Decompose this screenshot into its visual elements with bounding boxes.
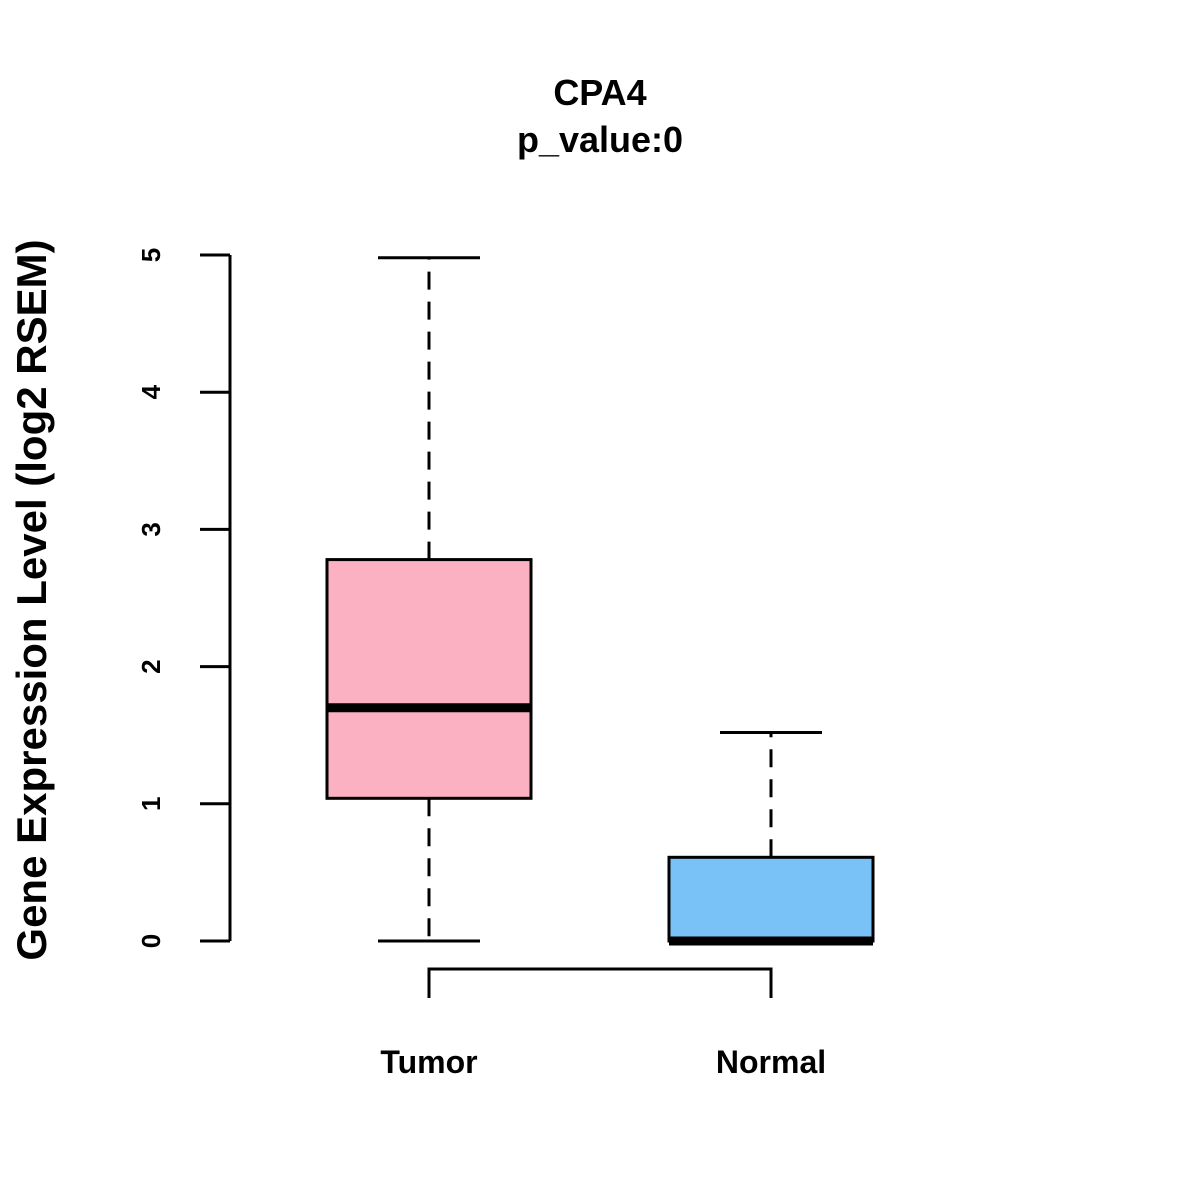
box-normal <box>667 730 875 946</box>
y-tick-label: 1 <box>136 797 166 811</box>
box-tumor <box>325 256 533 943</box>
y-tick-label: 5 <box>136 248 166 262</box>
boxes <box>325 256 875 946</box>
comparison-bracket <box>427 967 773 998</box>
x-category-label: Tumor <box>380 1044 477 1080</box>
x-category-label: Normal <box>716 1044 826 1080</box>
category-labels: Tumor Normal <box>380 1044 826 1080</box>
y-tick-label: 2 <box>136 659 166 673</box>
x-axis-bracket <box>427 967 773 998</box>
iqr-box <box>667 855 875 943</box>
chart-title: CPA4 <box>553 72 646 113</box>
y-axis: 0 1 2 3 4 5 <box>136 248 232 948</box>
chart-subtitle: p_value:0 <box>517 119 683 160</box>
y-tick-label: 0 <box>136 934 166 948</box>
y-tick-label: 4 <box>136 384 166 399</box>
y-tick-label: 3 <box>136 522 166 536</box>
y-axis-label: Gene Expression Level (log2 RSEM) <box>8 239 55 960</box>
iqr-box <box>325 558 533 800</box>
